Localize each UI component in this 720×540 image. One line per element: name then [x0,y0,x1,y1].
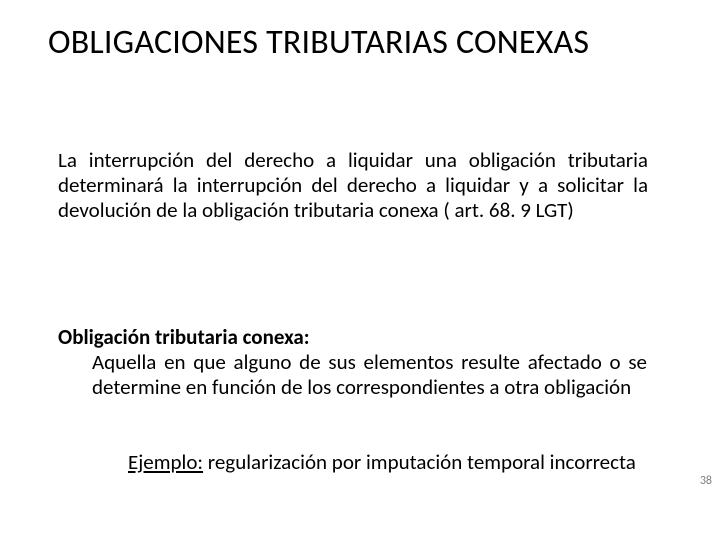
term-definition: Aquella en que alguno de sus elementos r… [92,350,647,400]
slide-title: OBLIGACIONES TRIBUTARIAS CONEXAS [48,22,692,63]
page-number: 38 [700,474,712,488]
intro-paragraph: La interrupción del derecho a liquidar u… [58,148,648,222]
slide: OBLIGACIONES TRIBUTARIAS CONEXAS La inte… [0,0,720,540]
example-text: regularización por imputación temporal i… [203,449,636,475]
example-line: Ejemplo: regularización por imputación t… [128,450,648,475]
term-heading: Obligación tributaria conexa: [58,324,648,350]
example-label: Ejemplo: [128,449,203,475]
